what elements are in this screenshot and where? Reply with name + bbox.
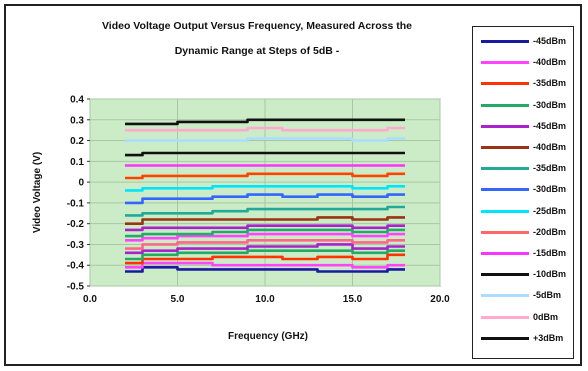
legend-swatch — [481, 61, 529, 65]
series-line — [125, 185, 405, 192]
legend-label: -30dBm — [533, 99, 567, 110]
series-line — [125, 232, 405, 242]
y-tick-label: 0.2 — [70, 136, 84, 147]
y-tick-label: -0.3 — [67, 240, 85, 251]
legend-item: -15dBm — [479, 245, 571, 261]
legend-swatch — [481, 167, 529, 171]
legend-swatch — [481, 40, 529, 43]
legend-swatch — [481, 103, 529, 107]
legend-label: -5dBm — [533, 290, 562, 301]
legend-label: -45dBm — [533, 120, 567, 131]
legend-swatch — [481, 315, 529, 319]
legend-label: -35dBm — [533, 78, 567, 89]
chart-title: Video Voltage Output Versus Frequency, M… — [101, 20, 413, 57]
y-tick-label: 0 — [78, 178, 84, 189]
series-line — [125, 137, 405, 142]
legend-swatch — [481, 209, 529, 213]
legend-label: -30dBm — [533, 184, 567, 195]
legend-label: +3dBm — [533, 332, 564, 343]
series-line — [125, 253, 405, 265]
legend-label: -40dBm — [533, 142, 567, 152]
legend-label: -35dBm — [533, 163, 567, 174]
series-line — [125, 193, 405, 205]
y-tick-label: 0.3 — [70, 115, 84, 126]
y-tick-label: 0.1 — [70, 157, 84, 168]
series-line — [125, 266, 405, 273]
plot-area: -0.5 -0.4 -0.3 -0.2 -0.1 0 0.1 0.2 0.3 0.4 0.0 5.0 1… — [32, 95, 450, 343]
series-line — [125, 216, 405, 225]
y-tick-label: -0.4 — [67, 261, 85, 272]
x-tick-label: 5.0 — [171, 294, 185, 305]
legend-swatch — [481, 188, 529, 192]
legend-label: -40dBm — [533, 57, 567, 68]
legend-label: -25dBm — [533, 205, 567, 216]
series-line — [125, 172, 405, 180]
x-tick-label: 0.0 — [83, 294, 97, 305]
legend-swatch — [481, 230, 529, 234]
legend-label: -10dBm — [533, 269, 567, 280]
y-axis-label: Video Voltage (V) — [32, 152, 43, 233]
legend-item: -5dBm — [479, 287, 571, 303]
legend-label: -15dBm — [533, 248, 567, 258]
legend-swatch — [481, 146, 529, 149]
y-tick-label: -0.5 — [67, 282, 85, 293]
legend-item: -40dBm — [479, 54, 571, 70]
legend-swatch — [481, 124, 529, 128]
legend-label: -45dBm — [533, 36, 567, 46]
series-line — [125, 228, 405, 238]
x-tick-label: 10.0 — [255, 294, 275, 305]
legend-swatch — [481, 273, 529, 277]
legend-item: -45dBm — [479, 118, 571, 134]
y-tick-label: -0.1 — [67, 198, 85, 209]
x-tick-label: 20.0 — [430, 294, 450, 305]
legend-item: -20dBm — [479, 224, 571, 240]
legend-item: -25dBm — [479, 203, 571, 219]
x-axis-label: Frequency (GHz) — [228, 331, 308, 342]
legend-item: +3dBm — [479, 330, 571, 346]
series-line — [125, 249, 405, 261]
series-line — [125, 126, 405, 132]
legend-item: -30dBm — [479, 181, 571, 197]
series-line — [125, 118, 405, 126]
legend-label: 0dBm — [533, 311, 559, 322]
legend-item: -35dBm — [479, 160, 571, 176]
legend-item: -35dBm — [479, 75, 571, 91]
series-line — [125, 261, 405, 269]
legend-swatch — [481, 294, 529, 298]
y-tick-label: 0.4 — [70, 95, 84, 106]
legend-item: -45dBm — [479, 33, 571, 49]
series-line — [125, 205, 405, 217]
series-line — [125, 243, 405, 255]
legend-swatch — [481, 252, 529, 255]
legend-item: -10dBm — [479, 266, 571, 282]
series-line — [125, 224, 405, 232]
legend-item: -40dBm — [479, 139, 571, 155]
legend-item: 0dBm — [479, 309, 571, 325]
series-line — [125, 239, 405, 250]
legend: -45dBm -40dBm -35dBm -30dBm -45dBm -40dBm -35d… — [472, 26, 574, 359]
x-tick-label: 15.0 — [343, 294, 363, 305]
legend-label: -20dBm — [533, 226, 567, 237]
legend-swatch — [481, 336, 529, 340]
legend-swatch — [481, 82, 529, 86]
y-tick-label: -0.2 — [67, 219, 85, 230]
series-line — [125, 151, 405, 157]
legend-item: -30dBm — [479, 97, 571, 113]
